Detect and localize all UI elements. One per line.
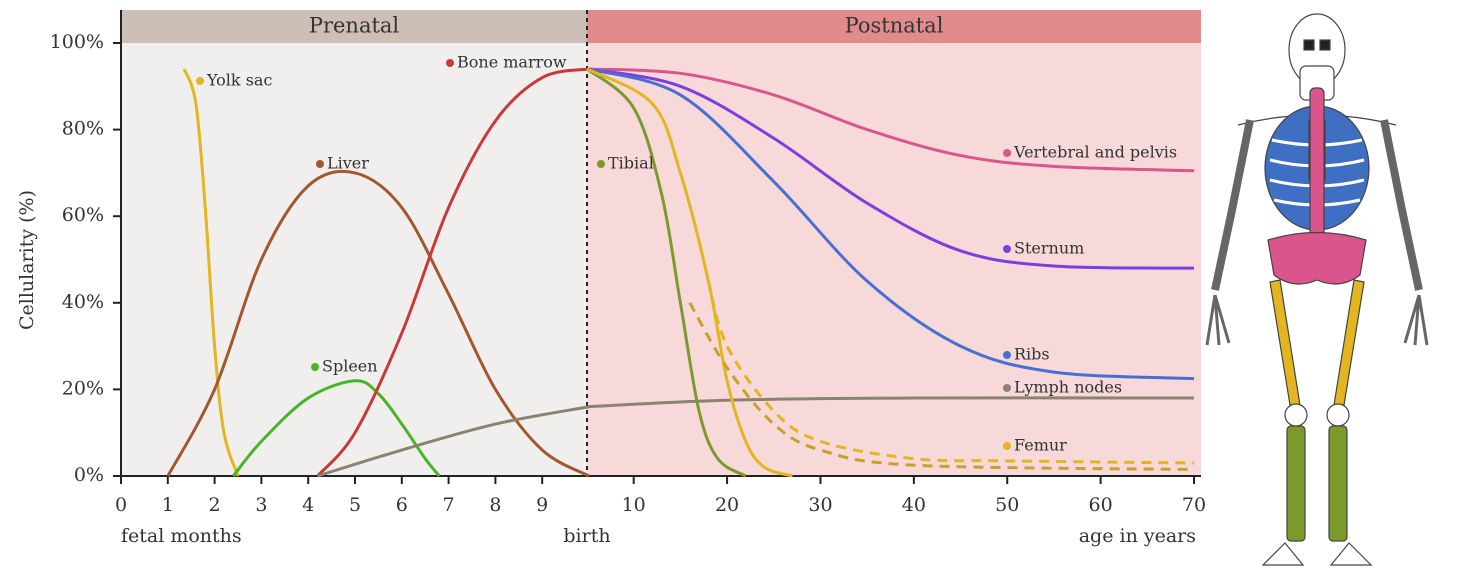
x-tick-label: 9 <box>536 494 548 516</box>
series-label: Bone marrow <box>457 53 567 72</box>
series-line <box>586 67 1195 270</box>
x-tick-label: 60 <box>1089 494 1113 516</box>
label-dot <box>1003 149 1011 157</box>
x-axis-label: fetal months <box>121 525 242 547</box>
x-tick-label: 8 <box>489 494 501 516</box>
series-line <box>586 396 1195 409</box>
x-axis-label: age in years <box>1079 525 1196 547</box>
series-line <box>166 169 590 478</box>
series-label: Tibial <box>608 154 654 173</box>
series-line <box>317 405 590 478</box>
x-tick-label: 2 <box>209 494 221 516</box>
label-dot <box>1003 351 1011 359</box>
skeleton <box>1205 13 1429 566</box>
postnatal-bg <box>587 10 1201 476</box>
x-tick-label: 6 <box>396 494 408 516</box>
panel-title: Postnatal <box>845 14 944 38</box>
prenatal-header <box>121 10 587 43</box>
y-tick-label: 100% <box>50 31 104 53</box>
y-tick-label: 20% <box>62 377 104 399</box>
series-label: Vertebral and pelvis <box>1013 143 1177 162</box>
prenatal-bg <box>121 10 587 476</box>
series-line <box>586 67 747 478</box>
y-tick-label: 60% <box>62 204 104 226</box>
y-tick-label: 80% <box>62 118 104 140</box>
series-line <box>586 67 793 478</box>
label-dot <box>196 77 204 85</box>
label-dot <box>1003 384 1011 392</box>
label-dot <box>597 160 605 168</box>
series-label: Yolk sac <box>206 71 272 90</box>
x-tick-label: 1 <box>162 494 174 516</box>
series-line <box>688 302 1195 472</box>
series-line <box>182 68 240 477</box>
series-label: Femur <box>1014 436 1067 455</box>
series-label: Sternum <box>1014 239 1084 258</box>
x-tick-label: 0 <box>115 494 127 516</box>
x-tick-label: 5 <box>349 494 361 516</box>
y-tick-label: 40% <box>62 291 104 313</box>
series-line <box>586 67 1195 381</box>
series-label: Ribs <box>1014 345 1050 364</box>
series-line <box>316 67 590 478</box>
x-tick-label: 40 <box>902 494 926 516</box>
label-dot <box>311 363 319 371</box>
x-tick-label: 3 <box>255 494 267 516</box>
series-line <box>586 67 1195 173</box>
y-tick-label: 0% <box>74 464 104 486</box>
x-tick-label: 10 <box>622 494 646 516</box>
label-dot <box>446 59 454 67</box>
x-tick-label: 50 <box>995 494 1019 516</box>
series-label: Lymph nodes <box>1014 378 1122 397</box>
x-tick-label: 4 <box>302 494 314 516</box>
birth-label: birth <box>563 525 610 547</box>
series-label: Liver <box>327 154 369 173</box>
label-dot <box>1003 442 1011 450</box>
postnatal-header <box>587 10 1201 43</box>
x-tick-label: 7 <box>443 494 455 516</box>
x-tick-label: 70 <box>1182 494 1206 516</box>
x-tick-label: 20 <box>715 494 739 516</box>
x-tick-label: 30 <box>808 494 832 516</box>
panel-title: Prenatal <box>309 14 400 38</box>
label-dot <box>1003 245 1011 253</box>
series-line <box>706 280 1195 465</box>
series-label: Spleen <box>322 357 378 376</box>
y-axis-label: Cellularity (%) <box>16 190 38 330</box>
label-dot <box>316 160 324 168</box>
series-line <box>232 379 441 477</box>
